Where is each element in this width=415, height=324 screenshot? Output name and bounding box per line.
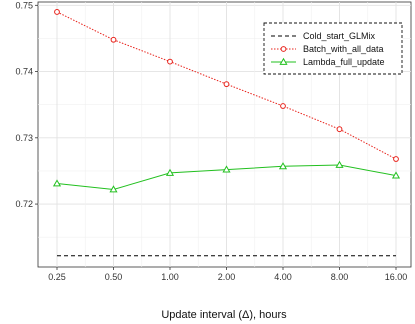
- x-tick-label: 0.25: [48, 272, 66, 282]
- x-tick-label: 4.00: [274, 272, 292, 282]
- data-point: [278, 162, 288, 170]
- legend: Cold_start_GLMix Batch_with_all_data Lambd…: [263, 22, 403, 75]
- legend-label: Batch_with_all_data: [303, 44, 384, 54]
- data-point: [336, 126, 343, 133]
- x-axis-ticks: 0.25 0.50 1.00 2.00 4.00 8.00 16.00: [48, 267, 407, 282]
- data-point: [391, 171, 401, 179]
- series-lambda-full-update: [52, 160, 401, 193]
- y-axis-ticks: 0.72 0.73 0.74 0.75: [15, 0, 38, 209]
- legend-marker: [280, 46, 287, 52]
- data-point: [280, 103, 286, 109]
- data-point: [222, 165, 231, 173]
- x-tick-label: 2.00: [218, 272, 236, 282]
- x-tick-label: 1.00: [161, 272, 179, 282]
- y-tick-label: 0.72: [15, 199, 33, 209]
- data-point: [393, 156, 399, 162]
- data-point: [165, 168, 175, 176]
- data-point: [335, 160, 344, 168]
- data-point: [110, 36, 117, 43]
- y-tick-label: 0.73: [15, 133, 33, 143]
- data-point: [109, 185, 118, 193]
- legend-item: Cold_start_GLMix: [271, 31, 376, 41]
- y-tick-label: 0.75: [15, 0, 33, 10]
- x-tick-label: 8.00: [331, 272, 349, 282]
- y-tick-label: 0.74: [15, 67, 33, 77]
- legend-item: Lambda_full_update: [271, 57, 385, 67]
- series-layer: [52, 9, 401, 257]
- legend-marker: [279, 57, 288, 65]
- legend-label: Cold_start_GLMix: [303, 31, 376, 41]
- data-point: [54, 9, 60, 15]
- x-tick-label: 0.50: [105, 272, 123, 282]
- x-tick-label: 16.00: [385, 272, 408, 282]
- x-axis-title: Update interval (Δ), hours: [161, 309, 287, 321]
- data-point: [223, 81, 230, 88]
- legend-label: Lambda_full_update: [303, 57, 385, 67]
- data-point: [167, 58, 173, 65]
- series-batch-with-all-data: [54, 9, 399, 162]
- legend-item: Batch_with_all_data: [271, 44, 384, 54]
- data-point: [52, 179, 62, 187]
